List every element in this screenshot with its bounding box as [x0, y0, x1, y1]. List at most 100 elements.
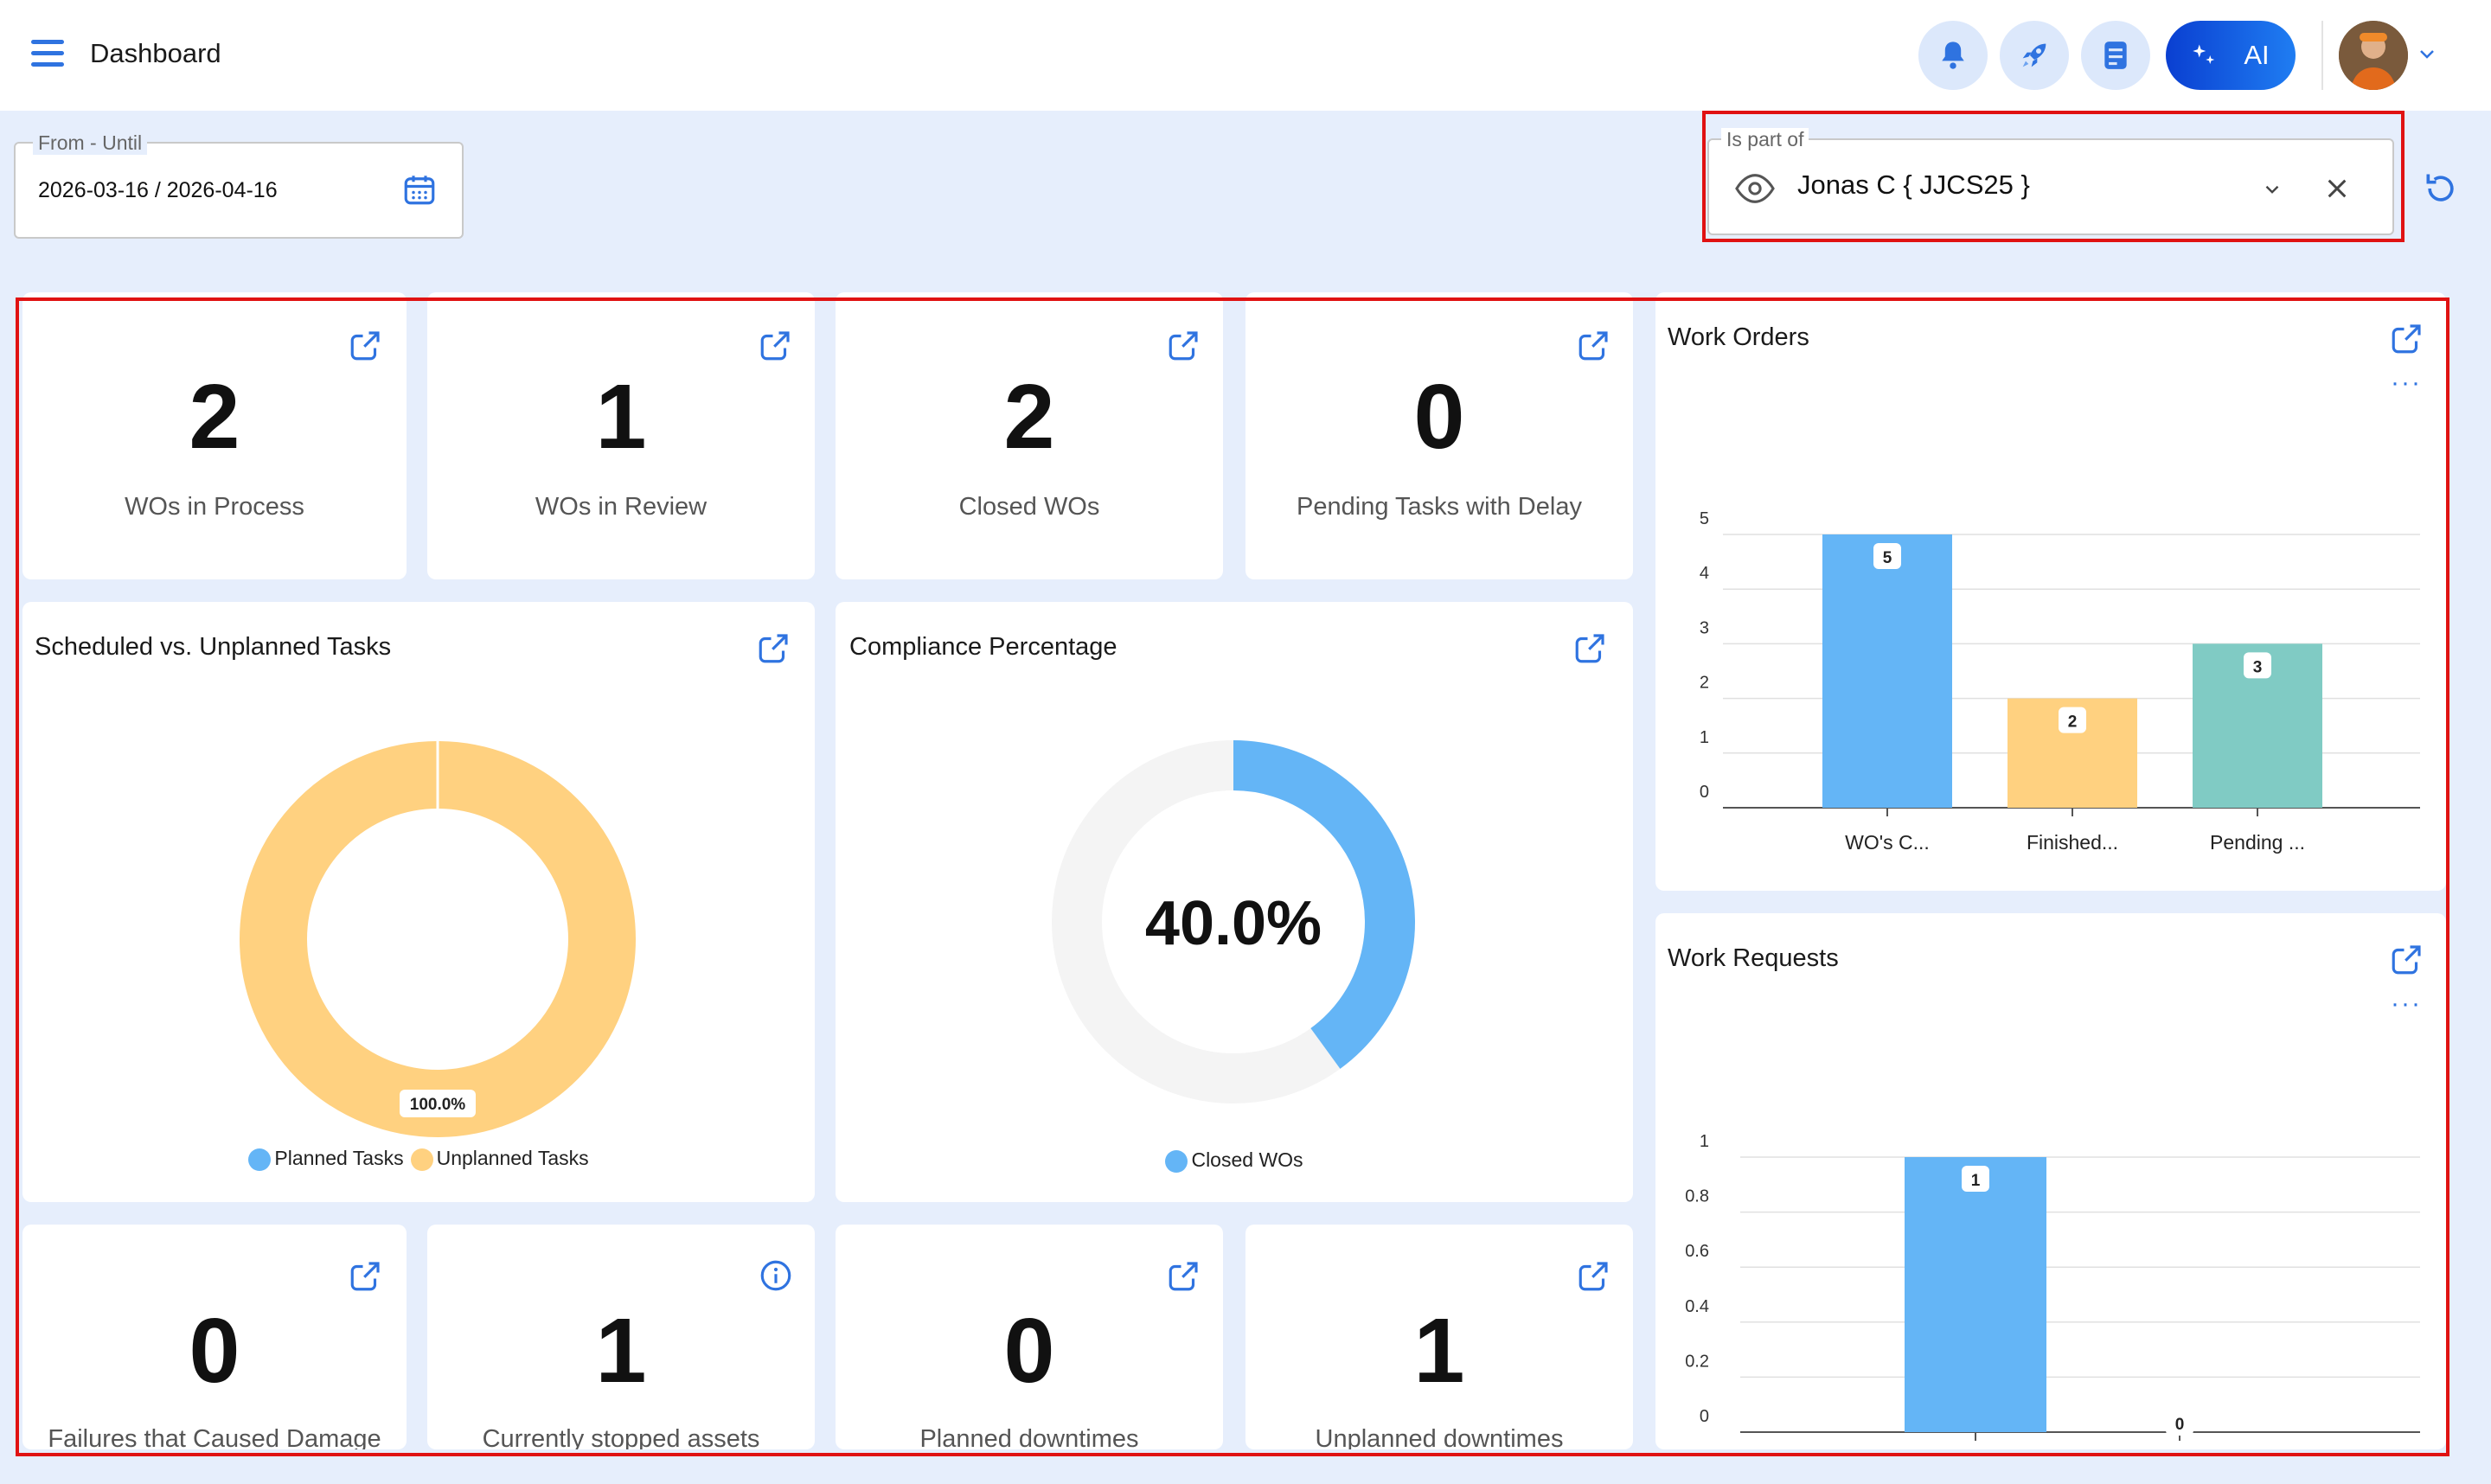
data-label-text: 100.0%: [410, 1096, 466, 1114]
ai-label: AI: [2244, 40, 2270, 70]
open-external-icon[interactable]: [2389, 320, 2425, 356]
legend-dot: [1165, 1149, 1188, 1173]
work-requests-bar-chart: 0 0.2 0.4 0.6 0.8 1 1 0: [1685, 1132, 2420, 1441]
user-photo-icon: [2339, 21, 2408, 90]
legend-dot: [248, 1148, 272, 1171]
notifications-button[interactable]: [1918, 21, 1988, 90]
is-part-of-label: Is part of: [1721, 128, 1809, 151]
kpi-value: 1: [1413, 1300, 1465, 1402]
bar-value-bg: [2166, 1410, 2193, 1436]
card-title: Work Orders: [1668, 323, 1809, 351]
kpi-label: Pending Tasks with Delay: [1297, 493, 1582, 521]
kpi-card-closed-wos: 2 Closed WOs: [836, 292, 1223, 579]
quick-actions-button[interactable]: [2000, 21, 2069, 90]
open-external-icon[interactable]: [348, 1257, 384, 1294]
kpi-label: Planned downtimes: [919, 1425, 1139, 1449]
avatar[interactable]: [2339, 21, 2408, 90]
close-icon[interactable]: [2323, 175, 2351, 202]
legend-label: Unplanned Tasks: [436, 1147, 589, 1169]
date-range-value: 2026-03-16 / 2026-04-16: [38, 178, 278, 202]
x-tick-label: WO's C...: [1845, 831, 1930, 854]
chevron-down-icon[interactable]: [2261, 178, 2283, 201]
x-tick-label: Pending ...: [2210, 831, 2305, 854]
kpi-card-pending-tasks: 0 Pending Tasks with Delay: [1246, 292, 1633, 579]
calendar-icon[interactable]: [401, 171, 438, 208]
info-icon[interactable]: [758, 1257, 794, 1294]
open-external-icon[interactable]: [2389, 941, 2425, 977]
is-part-of-field[interactable]: Is part of Jonas C { JJCS25 }: [1707, 128, 2394, 235]
kpi-label: Unplanned downtimes: [1315, 1425, 1564, 1449]
y-tick-label: 5: [1700, 509, 1709, 528]
top-bar: Dashboard AI: [0, 0, 2491, 111]
page-title: Dashboard: [90, 38, 221, 68]
bar-value-text: 0: [2175, 1416, 2185, 1434]
data-label-bg: [400, 1090, 476, 1117]
open-external-icon[interactable]: [1576, 1257, 1612, 1294]
scheduled-vs-unplanned-card: Scheduled vs. Unplanned Tasks 100.0% Pla…: [22, 602, 815, 1202]
y-tick-label: 0: [1700, 1407, 1709, 1426]
kpi-label: Failures that Caused Damage: [48, 1425, 381, 1449]
compliance-legend: Closed WOs: [836, 1148, 1633, 1173]
legend-label: Closed WOs: [1191, 1148, 1303, 1171]
open-external-icon[interactable]: [756, 630, 792, 666]
open-external-icon[interactable]: [1576, 327, 1612, 363]
legend-item-closed-wos[interactable]: Closed WOs: [1165, 1148, 1303, 1173]
kpi-label: Currently stopped assets: [482, 1425, 760, 1449]
y-tick-label: 0: [1700, 783, 1709, 802]
donut-slice-1: [240, 741, 636, 1137]
kpi-value: 0: [189, 1300, 240, 1402]
work-requests-card: Work Requests ··· 0 0.2 0.4 0.6 0.8 1 1 0: [1655, 913, 2446, 1449]
kpi-card-failures: 0 Failures that Caused Damage: [22, 1225, 407, 1449]
bar-value-text: 3: [2253, 658, 2263, 676]
menu-icon[interactable]: [31, 40, 64, 69]
donut-slice-closed-wos: [1233, 740, 1415, 1069]
x-tick-label: Finished...: [2027, 831, 2118, 854]
tasks-legend: Planned Tasks Unplanned Tasks: [22, 1147, 815, 1171]
kpi-label: Closed WOs: [958, 493, 1100, 521]
legend-dot: [410, 1148, 433, 1171]
more-options-icon[interactable]: ···: [2391, 989, 2422, 1018]
open-external-icon[interactable]: [1166, 1257, 1202, 1294]
bell-icon: [1942, 42, 1964, 69]
legend-item-unplanned[interactable]: Unplanned Tasks: [410, 1147, 589, 1171]
y-tick-label: 3: [1700, 618, 1709, 637]
bar-value-bg: [2244, 652, 2271, 679]
y-tick-label: 1: [1700, 728, 1709, 747]
kpi-value: 1: [595, 1300, 647, 1402]
kpi-card-wos-in-review: 1 WOs in Review: [427, 292, 815, 579]
y-tick-label: 1: [1700, 1132, 1709, 1151]
kpi-value: 2: [189, 366, 240, 468]
eye-icon[interactable]: [1735, 171, 1775, 206]
open-external-icon[interactable]: [1166, 327, 1202, 363]
y-tick-label: 4: [1700, 564, 1709, 583]
compliance-donut-chart: 40.0%: [1052, 740, 1415, 1103]
y-tick-label: 2: [1700, 674, 1709, 693]
open-external-icon[interactable]: [758, 327, 794, 363]
kpi-label: WOs in Review: [535, 493, 708, 521]
kpi-label: WOs in Process: [125, 493, 304, 521]
legend-label: Planned Tasks: [274, 1147, 404, 1169]
data-label: 100.0%: [400, 1090, 476, 1117]
card-title: Compliance Percentage: [849, 633, 1117, 661]
date-range-label: From - Until: [33, 131, 148, 155]
more-options-icon[interactable]: ···: [2391, 368, 2422, 397]
kpi-value: 0: [1003, 1300, 1055, 1402]
bar: [1822, 534, 1952, 808]
kpi-card-planned-downtimes: 0 Planned downtimes: [836, 1225, 1223, 1449]
legend-item-planned[interactable]: Planned Tasks: [248, 1147, 404, 1171]
bar-value-bg: [1962, 1166, 1989, 1192]
chevron-down-icon[interactable]: [2417, 43, 2437, 64]
y-tick-label: 0.6: [1685, 1242, 1709, 1261]
documents-button[interactable]: [2081, 21, 2150, 90]
is-part-of-value: Jonas C { JJCS25 }: [1797, 170, 2030, 200]
card-title: Scheduled vs. Unplanned Tasks: [35, 633, 392, 661]
bar-value-bg: [1873, 543, 1901, 569]
refresh-icon[interactable]: [2422, 170, 2460, 208]
open-external-icon[interactable]: [1572, 630, 1609, 666]
ai-button[interactable]: AI: [2166, 21, 2296, 90]
bar-value-label: 5: [1873, 543, 1901, 569]
tasks-donut-chart: 100.0%: [240, 741, 636, 1137]
open-external-icon[interactable]: [348, 327, 384, 363]
work-orders-card: Work Orders ··· 0 1 2 3 4 5 5 WO's C... 2 Finishe…: [1655, 292, 2446, 891]
date-range-field[interactable]: From - Until 2026-03-16 / 2026-04-16: [14, 131, 464, 239]
